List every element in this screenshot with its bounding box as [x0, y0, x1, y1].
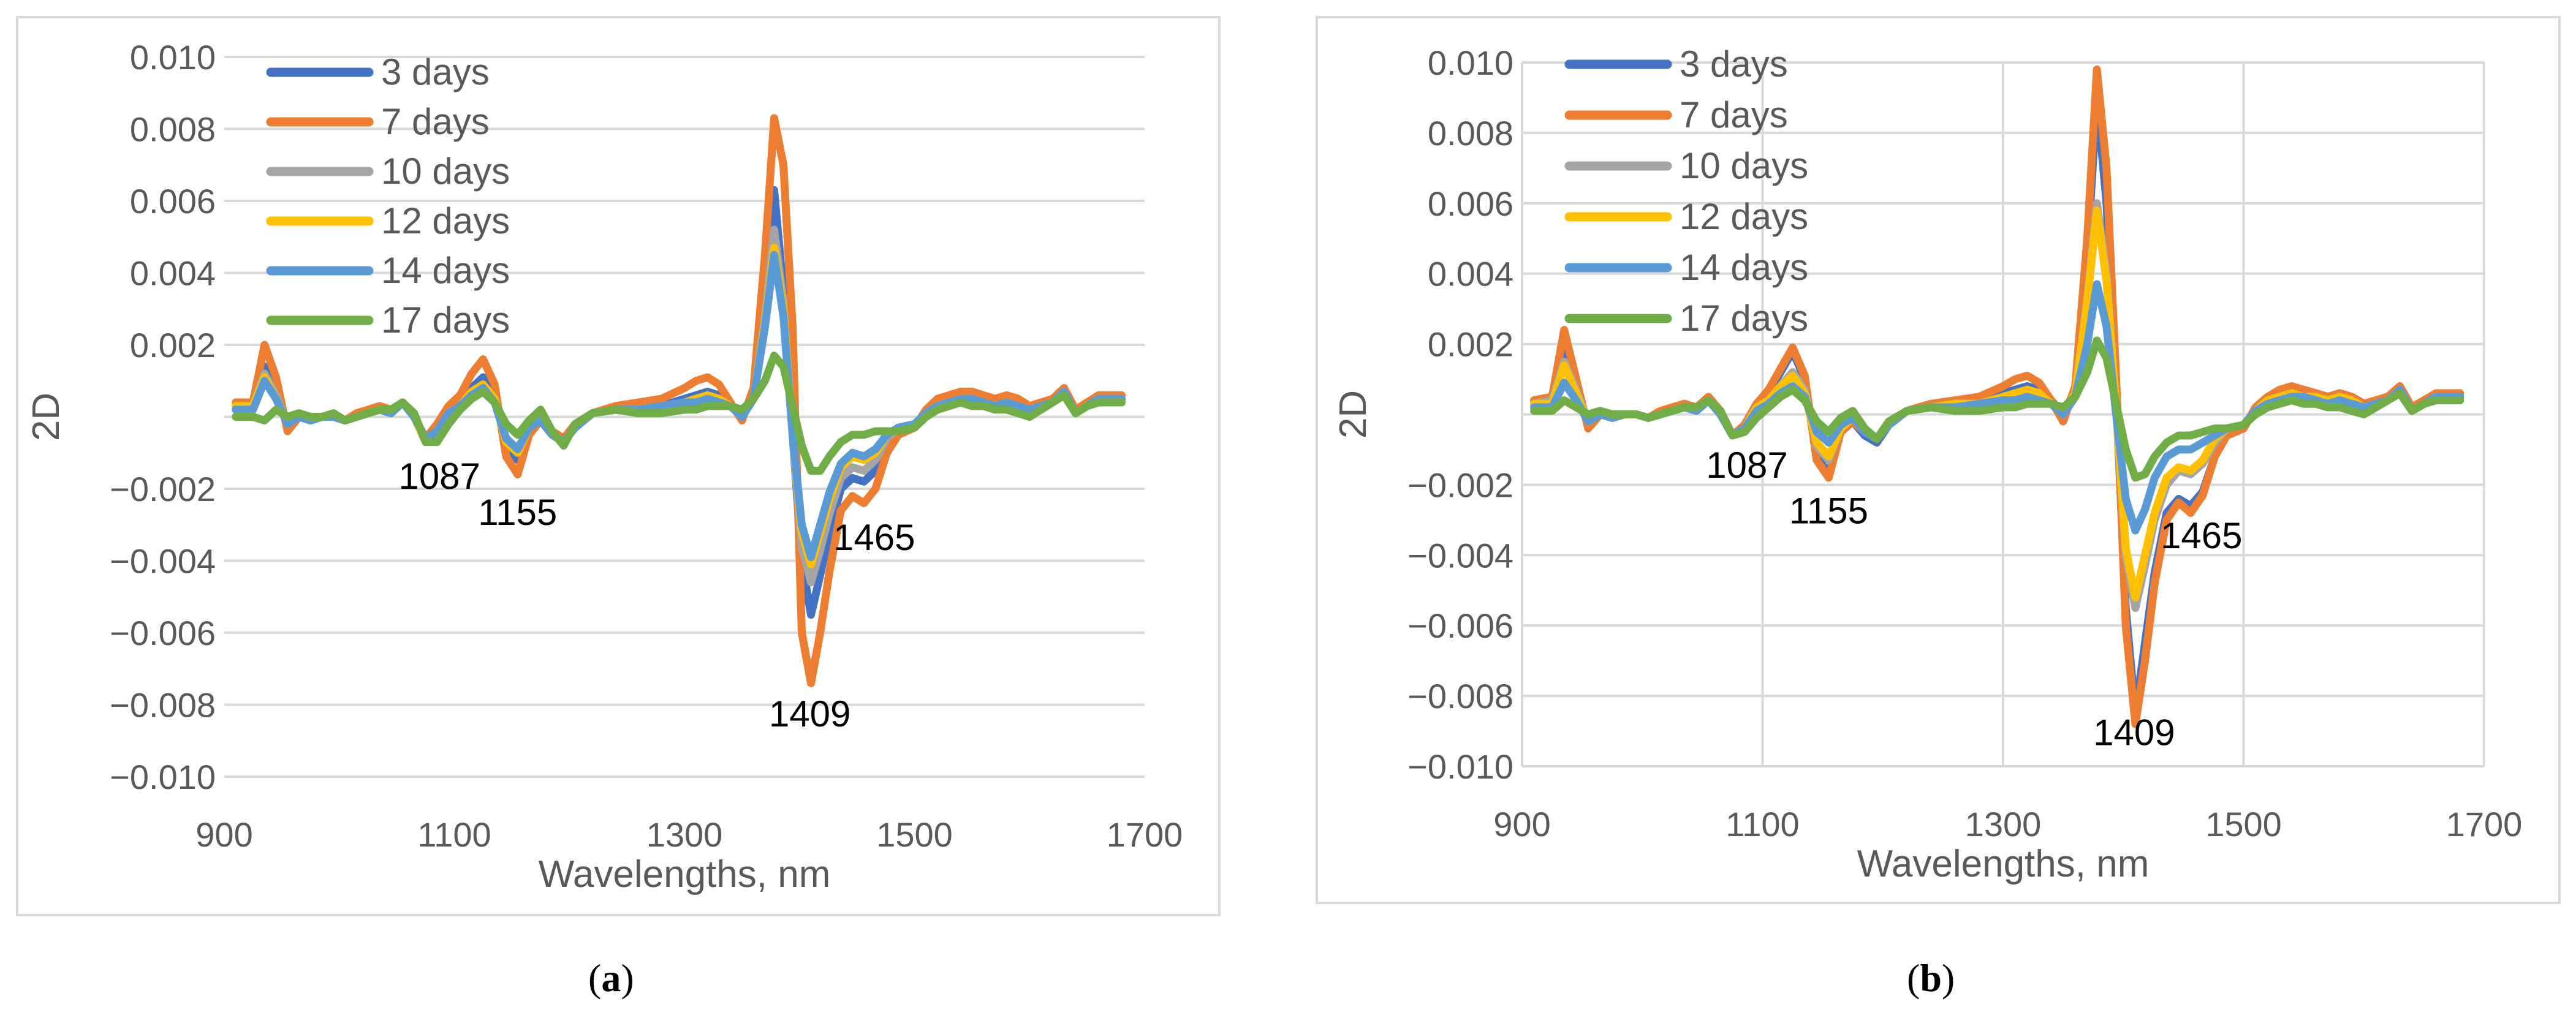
- legend-label: 17 days: [1680, 298, 1808, 339]
- y-tick-label: −0.002: [1407, 466, 1513, 504]
- chart-panel-a: 0.010 0.008 0.006 0.004 0.002 −0.002 −0.004 −0.…: [16, 16, 1221, 916]
- caption-b-letter: b: [1920, 956, 1942, 1000]
- y-tick-label: 0.008: [1428, 114, 1513, 153]
- y-tick-label: 0.008: [130, 110, 216, 149]
- x-tick-label: 1100: [1726, 805, 1799, 843]
- peak-annotation: 1465: [2161, 515, 2242, 556]
- x-tick-label: 900: [1493, 805, 1550, 843]
- x-tick-label: 1700: [1107, 815, 1183, 854]
- x-tick-label: 1300: [1965, 805, 2042, 843]
- y-tick-label: −0.004: [110, 542, 216, 581]
- x-tick-label: 1300: [646, 815, 723, 854]
- y-tick-label: 0.004: [130, 254, 216, 293]
- x-tick-label: 1500: [876, 815, 953, 854]
- y-tick-label: −0.008: [110, 686, 216, 725]
- x-tick-label: 1700: [2446, 805, 2523, 843]
- y-axis-title: 2D: [1332, 390, 1374, 439]
- legend-label: 14 days: [381, 250, 510, 291]
- y-tick-label: 0.006: [130, 182, 216, 221]
- legend-label: 10 days: [381, 151, 510, 192]
- y-tick-label: 0.010: [1428, 43, 1513, 82]
- peak-annotation: 1409: [769, 693, 850, 734]
- y-tick-label: −0.010: [110, 758, 216, 796]
- peak-annotation: 1087: [398, 456, 480, 497]
- y-tick-label: −0.006: [110, 614, 216, 652]
- caption-a-open: (: [588, 956, 602, 1000]
- caption-a-close: ): [621, 956, 634, 1000]
- y-tick-label: 0.006: [1428, 184, 1513, 223]
- chart-panel-b: 0.010 0.008 0.006 0.004 0.002 −0.002 −0.004 −0.…: [1316, 16, 2561, 904]
- y-tick-label: −0.008: [1407, 677, 1513, 715]
- series-line-17-days: [1530, 336, 2464, 482]
- y-tick-label: −0.010: [1407, 747, 1513, 786]
- legend-label: 10 days: [1680, 145, 1808, 186]
- x-axis-title: Wavelengths, nm: [1857, 843, 2150, 885]
- legend-label: 7 days: [381, 101, 490, 142]
- y-axis-title: 2D: [25, 393, 67, 441]
- chart-b: 0.010 0.008 0.006 0.004 0.002 −0.002 −0.004 −0.…: [1332, 43, 2523, 885]
- x-tick-label: 900: [195, 815, 252, 854]
- legend-label: 14 days: [1680, 247, 1808, 288]
- peak-annotation: 1087: [1706, 445, 1787, 486]
- legend-label: 3 days: [381, 51, 490, 92]
- legend-label: 12 days: [1680, 196, 1808, 237]
- peak-annotation: 1465: [833, 517, 915, 558]
- chart-a: 0.010 0.008 0.006 0.004 0.002 −0.002 −0.004 −0.…: [25, 38, 1183, 896]
- caption-b-open: (: [1907, 956, 1920, 1000]
- legend-label: 12 days: [381, 200, 510, 241]
- y-tick-label: 0.002: [1428, 325, 1513, 364]
- x-tick-label: 1100: [417, 815, 491, 854]
- caption-b: (b): [1907, 956, 1955, 1001]
- legend-label: 17 days: [381, 300, 510, 341]
- y-tick-label: 0.004: [1428, 255, 1513, 293]
- series-line-17-days: [232, 352, 1126, 475]
- y-tick-label: −0.002: [110, 470, 216, 508]
- peak-annotation: 1155: [478, 492, 557, 533]
- caption-a: (a): [588, 956, 634, 1001]
- y-tick-label: 0.010: [130, 38, 216, 77]
- legend-label: 3 days: [1680, 43, 1788, 85]
- y-tick-label: 0.002: [130, 326, 216, 364]
- legend-label: 7 days: [1680, 94, 1788, 135]
- x-axis-title: Wavelengths, nm: [539, 853, 831, 896]
- y-tick-label: −0.006: [1407, 606, 1513, 645]
- x-tick-label: 1500: [2205, 805, 2282, 843]
- y-tick-label: −0.004: [1407, 536, 1513, 575]
- peak-annotation: 1155: [1789, 491, 1868, 532]
- caption-a-letter: a: [601, 956, 621, 1000]
- caption-b-close: ): [1941, 956, 1955, 1000]
- peak-annotation: 1409: [2093, 712, 2175, 753]
